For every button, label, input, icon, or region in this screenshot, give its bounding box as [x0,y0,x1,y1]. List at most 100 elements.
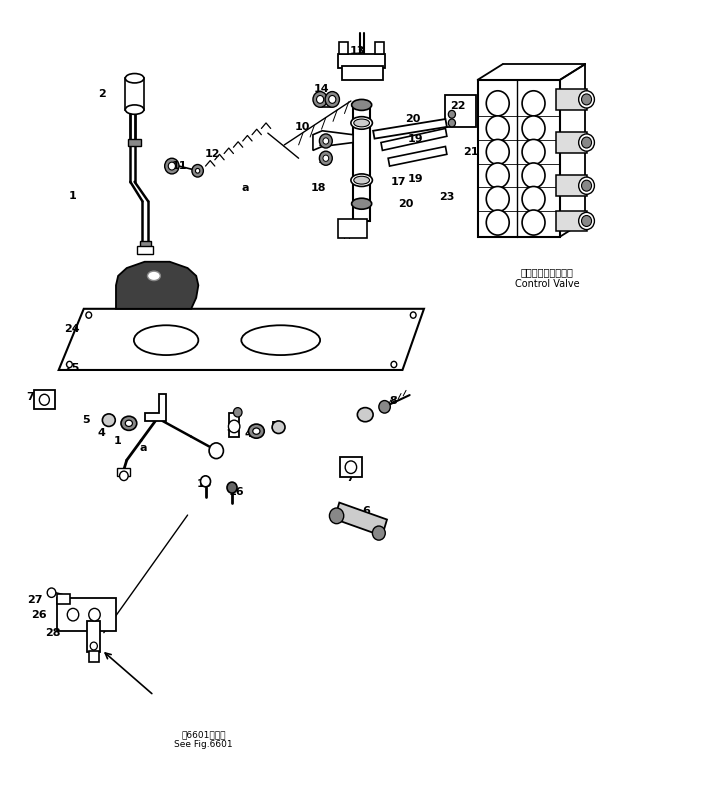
Bar [58,594,70,604]
Text: 4: 4 [244,429,252,439]
Circle shape [165,158,179,174]
Bar [125,78,144,109]
Circle shape [522,187,545,212]
Circle shape [486,116,509,141]
Polygon shape [313,131,353,150]
Ellipse shape [579,134,595,151]
Circle shape [196,168,200,173]
Circle shape [522,210,545,235]
Text: 19: 19 [408,134,423,144]
Text: 20: 20 [406,114,421,124]
Circle shape [486,210,509,235]
Circle shape [319,134,332,148]
Polygon shape [373,119,447,139]
Text: 1: 1 [114,435,122,445]
Bar [87,621,100,652]
Text: 7: 7 [26,393,34,402]
Polygon shape [145,394,166,421]
Circle shape [329,95,336,103]
Ellipse shape [253,428,260,434]
Bar [557,176,587,196]
Ellipse shape [125,73,144,83]
Bar [139,241,151,249]
Circle shape [486,187,509,212]
Text: 23: 23 [439,193,454,202]
Text: 4: 4 [98,427,106,438]
Text: Control Valve: Control Valve [515,279,580,289]
Text: 15: 15 [317,138,333,147]
Circle shape [227,482,237,493]
Ellipse shape [579,212,595,230]
Bar [58,598,116,631]
Circle shape [40,394,50,405]
Ellipse shape [354,119,370,127]
Ellipse shape [121,416,137,430]
Ellipse shape [134,325,198,355]
Circle shape [323,138,329,144]
Circle shape [68,608,79,621]
Circle shape [234,408,242,417]
Circle shape [582,94,592,105]
Circle shape [522,139,545,164]
Ellipse shape [351,116,372,129]
Circle shape [88,608,100,621]
Bar [557,132,587,153]
Circle shape [391,361,397,368]
Text: 11: 11 [171,161,187,171]
Circle shape [316,95,324,103]
Text: 28: 28 [45,628,60,637]
Text: 5: 5 [82,416,90,425]
Circle shape [522,163,545,188]
Text: 14: 14 [313,84,329,94]
Bar [128,139,141,146]
Ellipse shape [249,424,265,438]
Text: a: a [139,443,147,453]
Polygon shape [116,262,198,309]
Circle shape [168,162,175,170]
Circle shape [313,91,327,107]
Ellipse shape [351,174,372,187]
Text: 9: 9 [361,412,369,422]
Bar [334,503,387,536]
Bar [342,65,383,79]
Text: 2: 2 [98,89,106,99]
Text: 5: 5 [270,421,278,431]
Text: 27: 27 [27,595,43,604]
Circle shape [582,180,592,191]
Text: 12: 12 [205,150,221,159]
Circle shape [67,361,73,368]
Bar [353,105,370,221]
Bar [229,413,239,437]
Bar [88,651,99,662]
Text: 18: 18 [310,183,326,193]
Polygon shape [388,146,447,166]
Circle shape [323,155,329,161]
Ellipse shape [352,198,372,209]
Ellipse shape [272,421,285,434]
Circle shape [209,443,224,459]
Polygon shape [381,128,447,150]
Ellipse shape [579,177,595,194]
Ellipse shape [372,526,385,540]
Text: 25: 25 [64,364,79,373]
Circle shape [345,461,357,474]
Circle shape [86,312,91,318]
Circle shape [47,588,56,597]
Circle shape [522,116,545,141]
Circle shape [582,137,592,148]
Text: 21: 21 [463,147,478,157]
Text: a: a [241,183,249,193]
Ellipse shape [102,414,115,427]
Text: 6: 6 [362,506,370,516]
Ellipse shape [125,420,132,427]
Bar [340,457,362,478]
Circle shape [582,216,592,227]
Text: 13: 13 [349,46,365,56]
Bar [338,54,385,68]
Text: 15: 15 [196,479,212,490]
Bar [375,42,384,54]
Bar [339,42,348,54]
Text: 26: 26 [31,610,47,619]
Bar [446,95,475,127]
Circle shape [325,91,339,107]
